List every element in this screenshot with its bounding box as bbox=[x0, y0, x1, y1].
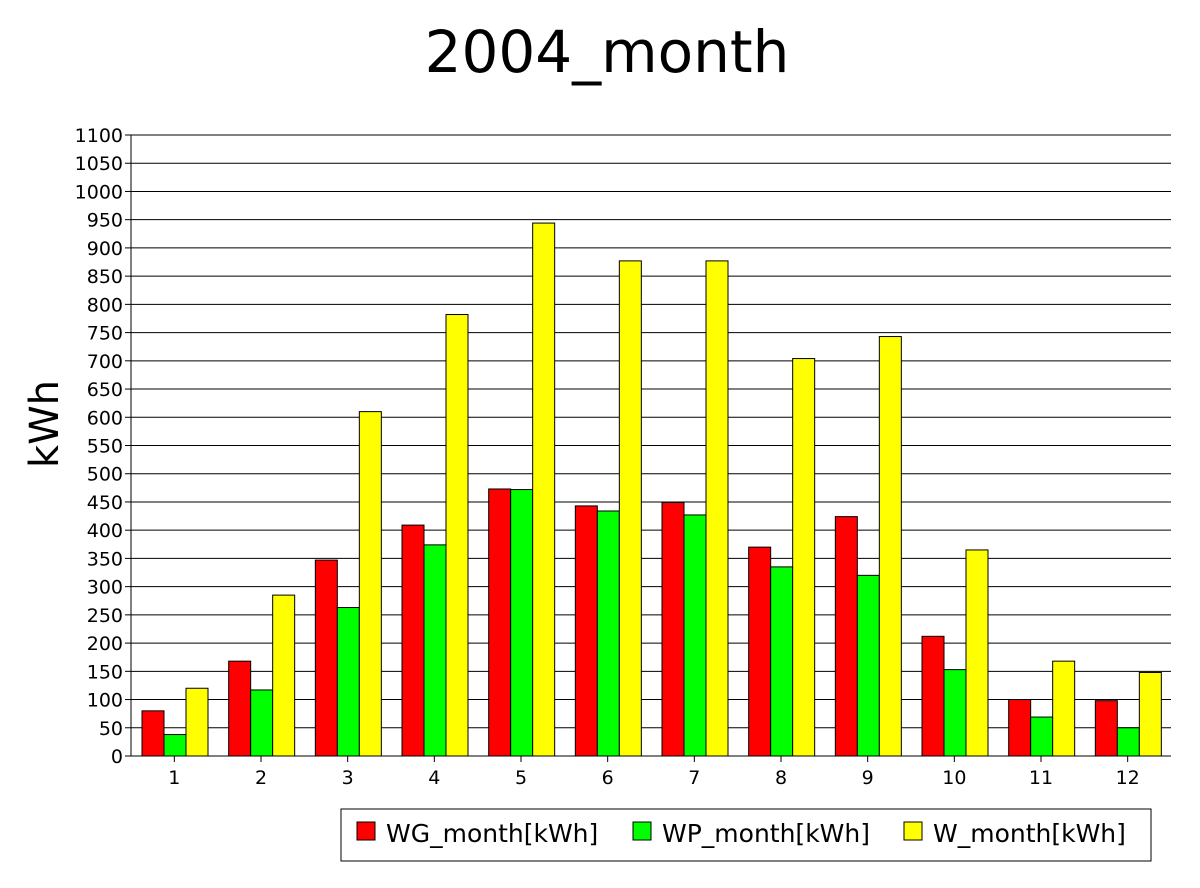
y-axis-label: kWh bbox=[22, 380, 68, 468]
bar-wg-1 bbox=[141, 710, 165, 757]
bar-w-11 bbox=[1052, 660, 1076, 757]
x-tick-label: 11 bbox=[1029, 767, 1053, 789]
legend-swatch-wg bbox=[356, 821, 376, 841]
x-tick-label: 10 bbox=[942, 767, 966, 789]
legend-label-w: W_month[kWh] bbox=[933, 819, 1126, 848]
bar-wp-1 bbox=[163, 734, 187, 757]
bars bbox=[141, 222, 1162, 757]
bar-w-2 bbox=[272, 594, 296, 757]
y-tick-label: 600 bbox=[87, 407, 123, 429]
bar-wg-2 bbox=[228, 660, 252, 757]
bar-wg-7 bbox=[661, 502, 685, 757]
y-tick-label: 450 bbox=[87, 492, 123, 514]
bar-w-6 bbox=[618, 260, 642, 757]
x-tick-label: 5 bbox=[515, 767, 527, 789]
y-tick-label: 950 bbox=[87, 210, 123, 232]
x-tick-label: 9 bbox=[862, 767, 874, 789]
bar-wp-5 bbox=[510, 489, 534, 757]
x-tick-label: 4 bbox=[428, 767, 440, 789]
bar-wp-9 bbox=[856, 574, 880, 757]
bar-w-9 bbox=[878, 336, 902, 757]
bar-wp-7 bbox=[683, 514, 707, 757]
y-tick-label: 550 bbox=[87, 436, 123, 458]
bar-wg-5 bbox=[488, 488, 512, 757]
bar-wp-3 bbox=[336, 607, 360, 757]
x-axis-ticks: 1 2 3 4 5 6 7 8 9 10 11 12 bbox=[168, 756, 1140, 789]
bar-w-4 bbox=[445, 314, 469, 757]
bar-w-10 bbox=[965, 549, 989, 757]
y-tick-label: 150 bbox=[87, 661, 123, 683]
y-tick-label: 1100 bbox=[75, 125, 123, 147]
y-tick-label: 500 bbox=[87, 464, 123, 486]
y-tick-label: 200 bbox=[87, 633, 123, 655]
x-tick-label: 12 bbox=[1116, 767, 1140, 789]
axes bbox=[130, 135, 1171, 757]
bar-wp-2 bbox=[250, 689, 274, 757]
legend: WG_month[kWh] WP_month[kWh] W_month[kWh] bbox=[340, 808, 1152, 862]
y-tick-label: 300 bbox=[87, 577, 123, 599]
y-tick-label: 1050 bbox=[75, 153, 123, 175]
legend-swatch-w bbox=[903, 821, 923, 841]
bar-wp-4 bbox=[423, 544, 447, 757]
x-tick-label: 3 bbox=[342, 767, 354, 789]
bar-w-5 bbox=[532, 222, 556, 757]
y-tick-label: 850 bbox=[87, 266, 123, 288]
x-tick-label: 6 bbox=[602, 767, 614, 789]
y-axis-ticks: 0 50 100 150 200 250 300 350 400 450 500 550 600 650 7… bbox=[75, 125, 131, 768]
y-tick-label: 900 bbox=[87, 238, 123, 260]
y-tick-label: 400 bbox=[87, 520, 123, 542]
x-tick-label: 1 bbox=[168, 767, 180, 789]
bar-wg-11 bbox=[1008, 699, 1032, 757]
x-tick-label: 2 bbox=[255, 767, 267, 789]
bar-w-8 bbox=[792, 358, 816, 757]
y-tick-label: 100 bbox=[87, 690, 123, 712]
legend-label-wg: WG_month[kWh] bbox=[386, 819, 598, 848]
bar-wg-4 bbox=[401, 524, 425, 757]
bar-wp-8 bbox=[770, 566, 794, 757]
bar-w-3 bbox=[358, 411, 382, 757]
chart-title: 2004_month bbox=[425, 18, 790, 86]
bar-wp-10 bbox=[943, 669, 967, 757]
y-tick-label: 700 bbox=[87, 351, 123, 373]
bar-wp-6 bbox=[596, 510, 620, 757]
bar-wg-12 bbox=[1094, 700, 1118, 757]
y-tick-label: 350 bbox=[87, 548, 123, 570]
y-tick-label: 650 bbox=[87, 379, 123, 401]
bar-w-12 bbox=[1138, 671, 1162, 757]
grid-lines bbox=[131, 134, 1171, 729]
bar-wg-8 bbox=[748, 546, 772, 757]
y-tick-label: 750 bbox=[87, 323, 123, 345]
x-tick-label: 7 bbox=[688, 767, 700, 789]
legend-label-wp: WP_month[kWh] bbox=[662, 819, 870, 848]
bar-wg-10 bbox=[921, 635, 945, 757]
bar-wg-6 bbox=[574, 505, 598, 757]
bar-wp-12 bbox=[1116, 727, 1140, 757]
bar-wg-9 bbox=[834, 516, 858, 757]
bar-wg-3 bbox=[314, 559, 338, 757]
y-tick-label: 800 bbox=[87, 294, 123, 316]
y-tick-label: 1000 bbox=[75, 181, 123, 203]
y-tick-label: 50 bbox=[99, 718, 123, 740]
legend-box bbox=[340, 808, 1152, 862]
y-tick-label: 0 bbox=[111, 746, 123, 768]
bar-wp-11 bbox=[1030, 716, 1054, 757]
x-tick-label: 8 bbox=[775, 767, 787, 789]
bar-w-1 bbox=[185, 687, 209, 757]
bar-w-7 bbox=[705, 260, 729, 757]
y-tick-label: 250 bbox=[87, 605, 123, 627]
legend-swatch-wp bbox=[632, 821, 652, 841]
